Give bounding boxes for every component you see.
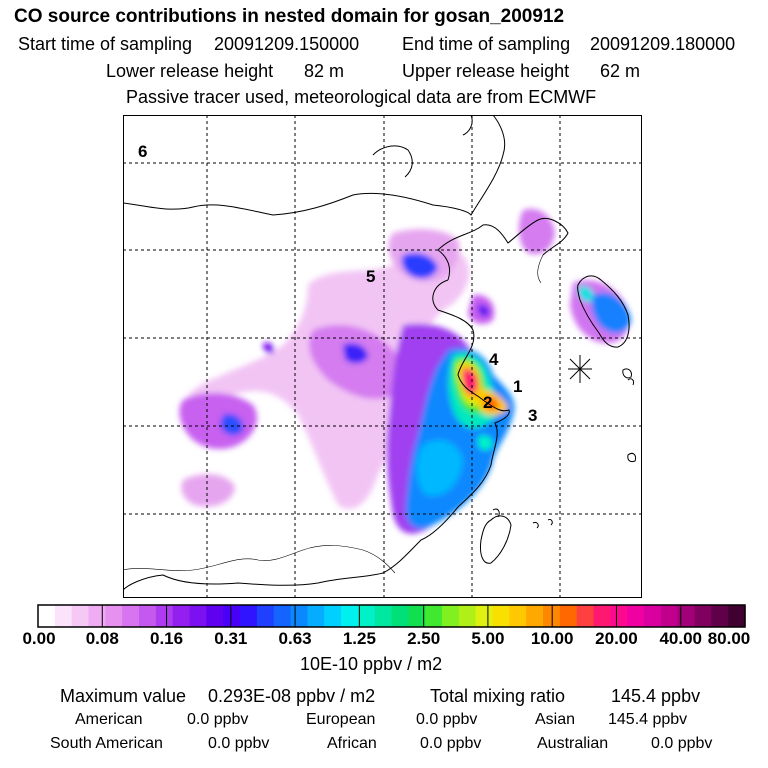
end-time-value: 20091209.180000	[590, 34, 736, 54]
colorbar-cell	[492, 605, 510, 627]
region-australian-value: 0.0 ppbv	[651, 735, 713, 752]
colorbar-cell	[442, 605, 460, 627]
receptor-asterisk-icon	[568, 355, 592, 383]
colorbar-tick-label: 20.00	[595, 629, 638, 648]
colorbar-tick-label: 0.31	[214, 629, 248, 648]
region-label-6: 6	[138, 142, 147, 161]
colorbar-cell	[627, 605, 645, 627]
colorbar-cell	[559, 605, 578, 627]
colorbar-tick-label: 40.00	[659, 629, 702, 648]
colorbar-cell	[71, 605, 90, 627]
lower-height-value: 82 m	[304, 61, 345, 81]
colorbar-ticks	[101, 605, 682, 627]
colorbar-cell	[240, 605, 258, 627]
colorbar-cell	[593, 605, 611, 627]
colorbar-tick-label: 10.00	[530, 629, 574, 648]
colorbar-cell	[223, 605, 241, 627]
colorbar-cell	[644, 605, 662, 627]
upper-height-label: Upper release height	[402, 61, 570, 81]
contribution-map: 1 2 3 4 5 6	[123, 115, 642, 598]
colorbar-cell	[290, 605, 308, 627]
colorbar-cell	[391, 605, 409, 627]
region-european-value: 0.0 ppbv	[416, 711, 478, 728]
region-label-4: 4	[489, 350, 499, 369]
start-time-value: 20091209.150000	[214, 34, 360, 54]
borders	[123, 254, 544, 574]
colorbar-tick-label: 0.00	[22, 629, 56, 648]
region-south-american-name: South American	[50, 735, 163, 752]
colorbar-cell	[155, 605, 174, 627]
colorbar-tick-label: 0.16	[149, 629, 184, 648]
total-mixing-value: 145.4 ppbv	[611, 686, 701, 706]
upper-height-value: 62 m	[600, 61, 641, 81]
colorbar-cell	[341, 605, 359, 627]
colorbar-cell	[543, 605, 561, 627]
region-african-value: 0.0 ppbv	[420, 735, 482, 752]
colorbar-cell	[172, 605, 191, 627]
colorbar-cell	[576, 605, 595, 627]
colorbar-tick-label: 0.63	[278, 629, 312, 648]
colorbar-tick-label: 1.25	[342, 629, 376, 648]
colorbar-cells	[38, 605, 746, 627]
colorbar-cell	[88, 605, 106, 627]
colorbar-cell	[475, 605, 494, 627]
plot-title: CO source contributions in nested domain…	[14, 6, 565, 27]
colorbar-cell	[38, 605, 56, 627]
colorbar-cell	[324, 605, 342, 627]
colorbar-tick-label: 0.08	[85, 629, 119, 648]
colorbar-cell	[189, 605, 207, 627]
colorbar-cell	[307, 605, 325, 627]
colorbar-cell	[54, 605, 73, 627]
colorbar-cell	[273, 605, 292, 627]
colorbar-frame	[37, 604, 746, 628]
colorbar-tick-label: 80.00	[707, 629, 751, 648]
region-label-2: 2	[483, 393, 492, 412]
colorbar-units: 10E-10 ppbv / m2	[300, 654, 443, 674]
region-label-3: 3	[528, 406, 537, 425]
colorbar-cell	[509, 605, 527, 627]
region-label-1: 1	[513, 377, 522, 396]
total-mixing-label: Total mixing ratio	[430, 686, 566, 706]
colorbar-cell	[694, 605, 712, 627]
colorbar-cell	[610, 605, 628, 627]
concentration-field	[179, 208, 631, 534]
region-asian-name: Asian	[535, 711, 576, 728]
region-african-name: African	[327, 735, 377, 752]
max-value-label: Maximum value	[60, 686, 187, 706]
lower-height-label: Lower release height	[106, 61, 274, 81]
colorbar-cell	[728, 605, 746, 627]
colorbar-cell	[256, 605, 275, 627]
map-frame	[123, 115, 642, 598]
region-australian-name: Australian	[537, 735, 609, 752]
colorbar-cell	[122, 605, 140, 627]
region-american-name: American	[75, 711, 143, 728]
colorbar-cell	[711, 605, 729, 627]
colorbar-tick-label: 5.00	[471, 629, 505, 648]
colorbar-cell	[374, 605, 393, 627]
region-american-value: 0.0 ppbv	[187, 711, 249, 728]
region-south-american-value: 0.0 ppbv	[208, 735, 270, 752]
tracer-note: Passive tracer used, meteorological data…	[126, 87, 597, 107]
colorbar-cell	[458, 605, 477, 627]
colorbar-cell	[660, 605, 679, 627]
colorbar-cell	[105, 605, 123, 627]
colorbar-cell	[677, 605, 696, 627]
region-european-name: European	[306, 711, 376, 728]
colorbar-cell	[408, 605, 426, 627]
grid-lines	[123, 115, 642, 598]
colorbar-cell	[526, 605, 544, 627]
start-time-label: Start time of sampling	[18, 34, 193, 54]
max-value: 0.293E-08 ppbv / m2	[208, 686, 376, 706]
colorbar-cell	[425, 605, 443, 627]
region-label-5: 5	[366, 267, 375, 286]
colorbar-cell	[206, 605, 224, 627]
region-asian-value: 145.4 ppbv	[608, 711, 688, 728]
colorbar-tick-label: 2.50	[407, 629, 441, 648]
colorbar-cell	[139, 605, 157, 627]
colorbar-cell	[357, 605, 376, 627]
end-time-label: End time of sampling	[402, 34, 571, 54]
